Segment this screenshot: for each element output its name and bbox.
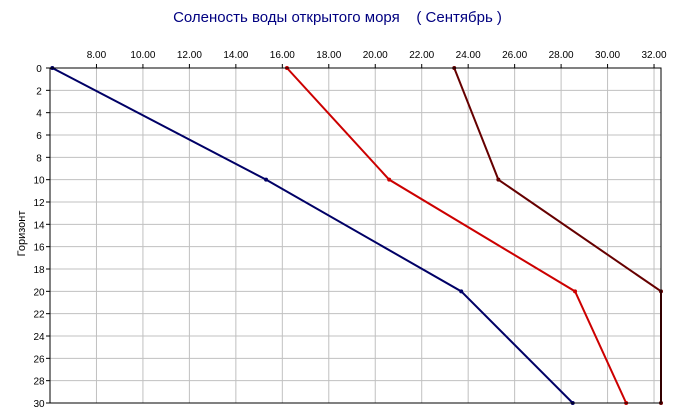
data-point: [459, 289, 464, 294]
x-tick-label: 10.00: [130, 50, 155, 61]
x-tick-label: 22.00: [409, 50, 434, 61]
data-point: [264, 177, 269, 182]
x-tick-label: 20.00: [363, 50, 388, 61]
x-tick-label: 18.00: [316, 50, 341, 61]
series-line: [286, 67, 628, 404]
y-tick-label: 16: [33, 243, 45, 254]
x-tick-label: 12.00: [177, 50, 202, 61]
y-tick-label: 6: [36, 131, 42, 142]
y-tick-label: 30: [33, 399, 45, 410]
y-tick-label: 8: [36, 153, 42, 164]
series-line: [453, 67, 662, 403]
y-tick-label: 2: [36, 86, 42, 97]
x-tick-label: 32.00: [642, 50, 667, 61]
series-1: [50, 66, 575, 405]
y-tick-label: 12: [33, 198, 45, 209]
data-point: [573, 289, 578, 294]
x-tick-label: 8.00: [87, 50, 107, 61]
series-line: [51, 67, 574, 404]
series-lines: [50, 66, 663, 405]
y-axis-label: Горизонт: [16, 211, 28, 257]
y-tick-label: 24: [33, 332, 45, 343]
y-tick-label: 26: [33, 354, 45, 365]
chart-title: Соленость воды открытого моря ( Сентябрь…: [173, 9, 502, 26]
x-tick-label: 26.00: [502, 50, 527, 61]
y-tick-label: 20: [33, 287, 45, 298]
x-tick-label: 14.00: [223, 50, 248, 61]
grid-lines: [50, 67, 661, 404]
y-tick-label: 14: [33, 220, 45, 231]
x-tick-label: 16.00: [270, 50, 295, 61]
y-tick-label: 4: [36, 109, 42, 120]
x-tick-label: 30.00: [595, 50, 620, 61]
y-tick-label: 0: [36, 64, 42, 75]
x-tick-label: 28.00: [549, 50, 574, 61]
series-2: [284, 66, 629, 405]
y-tick-label: 28: [33, 377, 45, 388]
y-tick-label: 18: [33, 265, 45, 276]
x-axis-ticks: 8.00 10.00 12.00 14.00 16.00 18.00 20.00 22.00 2…: [87, 50, 667, 68]
y-tick-label: 22: [33, 310, 45, 321]
data-point: [496, 177, 501, 182]
x-tick-label: 24.00: [456, 50, 481, 61]
plot-area-frame: [49, 67, 662, 404]
data-point: [387, 177, 392, 182]
y-tick-label: 10: [33, 176, 45, 187]
